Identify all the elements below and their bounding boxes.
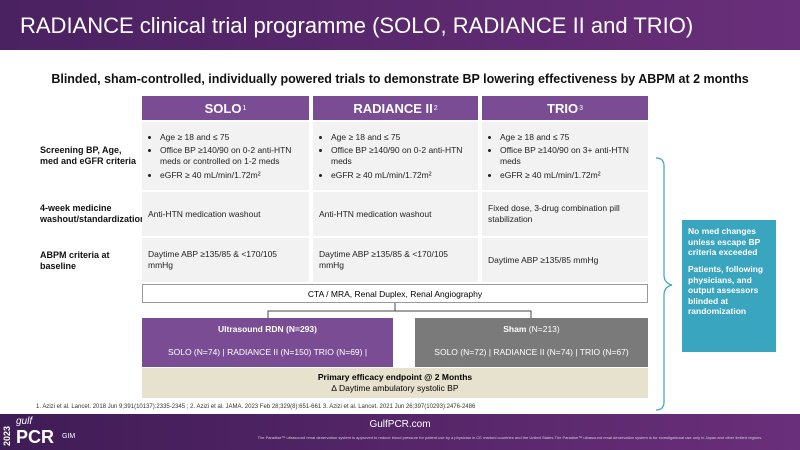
cell: Anti-HTN medication washout [313, 192, 478, 236]
endpoint-box: Primary efficacy endpoint @ 2 Months ∆ D… [142, 368, 648, 398]
column-name: RADIANCE II [353, 100, 433, 116]
connector-line [267, 303, 532, 318]
criteria-list: Age ≥ 18 and ≤ 75 Office BP ≥140/90 on 0-… [319, 129, 472, 184]
arm-split: SOLO (N=74) | RADIANCE II (N=150) TRIO (… [167, 347, 368, 357]
column-name: TRIO [547, 100, 579, 116]
column-header: TRIO 3 [482, 96, 648, 120]
criterion: Age ≥ 18 and ≤ 75 [160, 132, 303, 143]
criterion: eGFR ≥ 40 mL/min/1.72m² [500, 170, 642, 181]
criterion: Office BP ≥140/90 on 0-2 anti-HTN meds [331, 145, 472, 166]
cell: Anti-HTN medication washout [142, 192, 309, 236]
subtitle: Blinded, sham-controlled, individually p… [51, 72, 749, 86]
arm-title: Ultrasound RDN (N=293) [142, 324, 393, 334]
logo-text: gulf [16, 416, 33, 427]
criterion: eGFR ≥ 40 mL/min/1.72m² [160, 170, 303, 181]
arm-split: SOLO (N=72) | RADIANCE II (N=74) | TRIO … [434, 347, 629, 357]
arm-name: Sham [503, 324, 527, 334]
endpoint-title: Primary efficacy endpoint @ 2 Months [317, 372, 473, 382]
column-ref: 2 [433, 104, 438, 112]
criterion: eGFR ≥ 40 mL/min/1.72m² [331, 170, 472, 181]
arm-title: Sham (N=213) [415, 324, 648, 334]
criterion: Age ≥ 18 and ≤ 75 [500, 132, 642, 143]
cell: Age ≥ 18 and ≤ 75 Office BP ≥140/90 on 0-… [142, 122, 309, 190]
cell: Fixed dose, 3-drug combination pill stab… [482, 192, 648, 236]
row-label: 4-week medicine washout/standardization [40, 203, 146, 224]
criteria-list: Age ≥ 18 and ≤ 75 Office BP ≥140/90 on 3+… [488, 129, 642, 184]
column-header: RADIANCE II 2 [313, 96, 478, 120]
note-box: No med changes unless escape BP criteria… [682, 220, 776, 352]
criterion: Office BP ≥140/90 on 0-2 anti-HTN meds o… [160, 145, 303, 166]
arm-n: (N=213) [528, 324, 560, 334]
column-name: SOLO [204, 100, 242, 116]
brace [655, 157, 673, 411]
criterion: Office BP ≥140/90 on 3+ anti-HTN meds [500, 145, 642, 166]
criteria-list: Age ≥ 18 and ≤ 75 Office BP ≥140/90 on 0-… [148, 129, 303, 184]
arm-box: Sham (N=213) SOLO (N=72) | RADIANCE II (… [415, 318, 648, 367]
slide-title: RADIANCE clinical trial programme (SOLO,… [20, 13, 694, 38]
header-bar [0, 0, 800, 50]
note: Patients, following physicians, and outp… [688, 263, 764, 317]
cell: Age ≥ 18 and ≤ 75 Office BP ≥140/90 on 3+… [482, 122, 648, 190]
note: No med changes unless escape BP criteria… [688, 226, 761, 258]
cell: Daytime ABP ≥135/85 & <170/105 mmHg [313, 238, 478, 282]
logo-text: GIM [62, 433, 76, 440]
cell: Daytime ABP ≥135/85 & <170/105 mmHg [142, 238, 309, 282]
cell: Daytime ABP ≥135/85 mmHg [482, 238, 648, 282]
criterion: Age ≥ 18 and ≤ 75 [331, 132, 472, 143]
disclaimer: The Paradise™ ultrasound renal denervati… [257, 435, 763, 440]
column-header: SOLO 1 [142, 96, 309, 120]
arm-name: Ultrasound RDN (N=293) [218, 324, 317, 334]
column-ref: 3 [579, 104, 583, 112]
endpoint-measure: ∆ Daytime ambulatory systolic BP [331, 383, 459, 394]
site-url: GulfPCR.com [369, 419, 431, 430]
footer-bar [0, 414, 800, 450]
arm-box: Ultrasound RDN (N=293) SOLO (N=74) | RAD… [142, 318, 393, 367]
references: 1. Azizi et al. Lancet. 2018 Jun 9;391(1… [36, 404, 476, 410]
cell: Age ≥ 18 and ≤ 75 Office BP ≥140/90 on 0-… [313, 122, 478, 190]
logo-text: PCR [16, 427, 55, 447]
row-label: ABPM criteria at baseline [40, 250, 110, 271]
row-label: Screening BP, Age, med and eGFR criteria [40, 145, 137, 166]
imaging-box: CTA / MRA, Renal Duplex, Renal Angiograp… [142, 284, 648, 303]
column-ref: 1 [242, 104, 247, 112]
